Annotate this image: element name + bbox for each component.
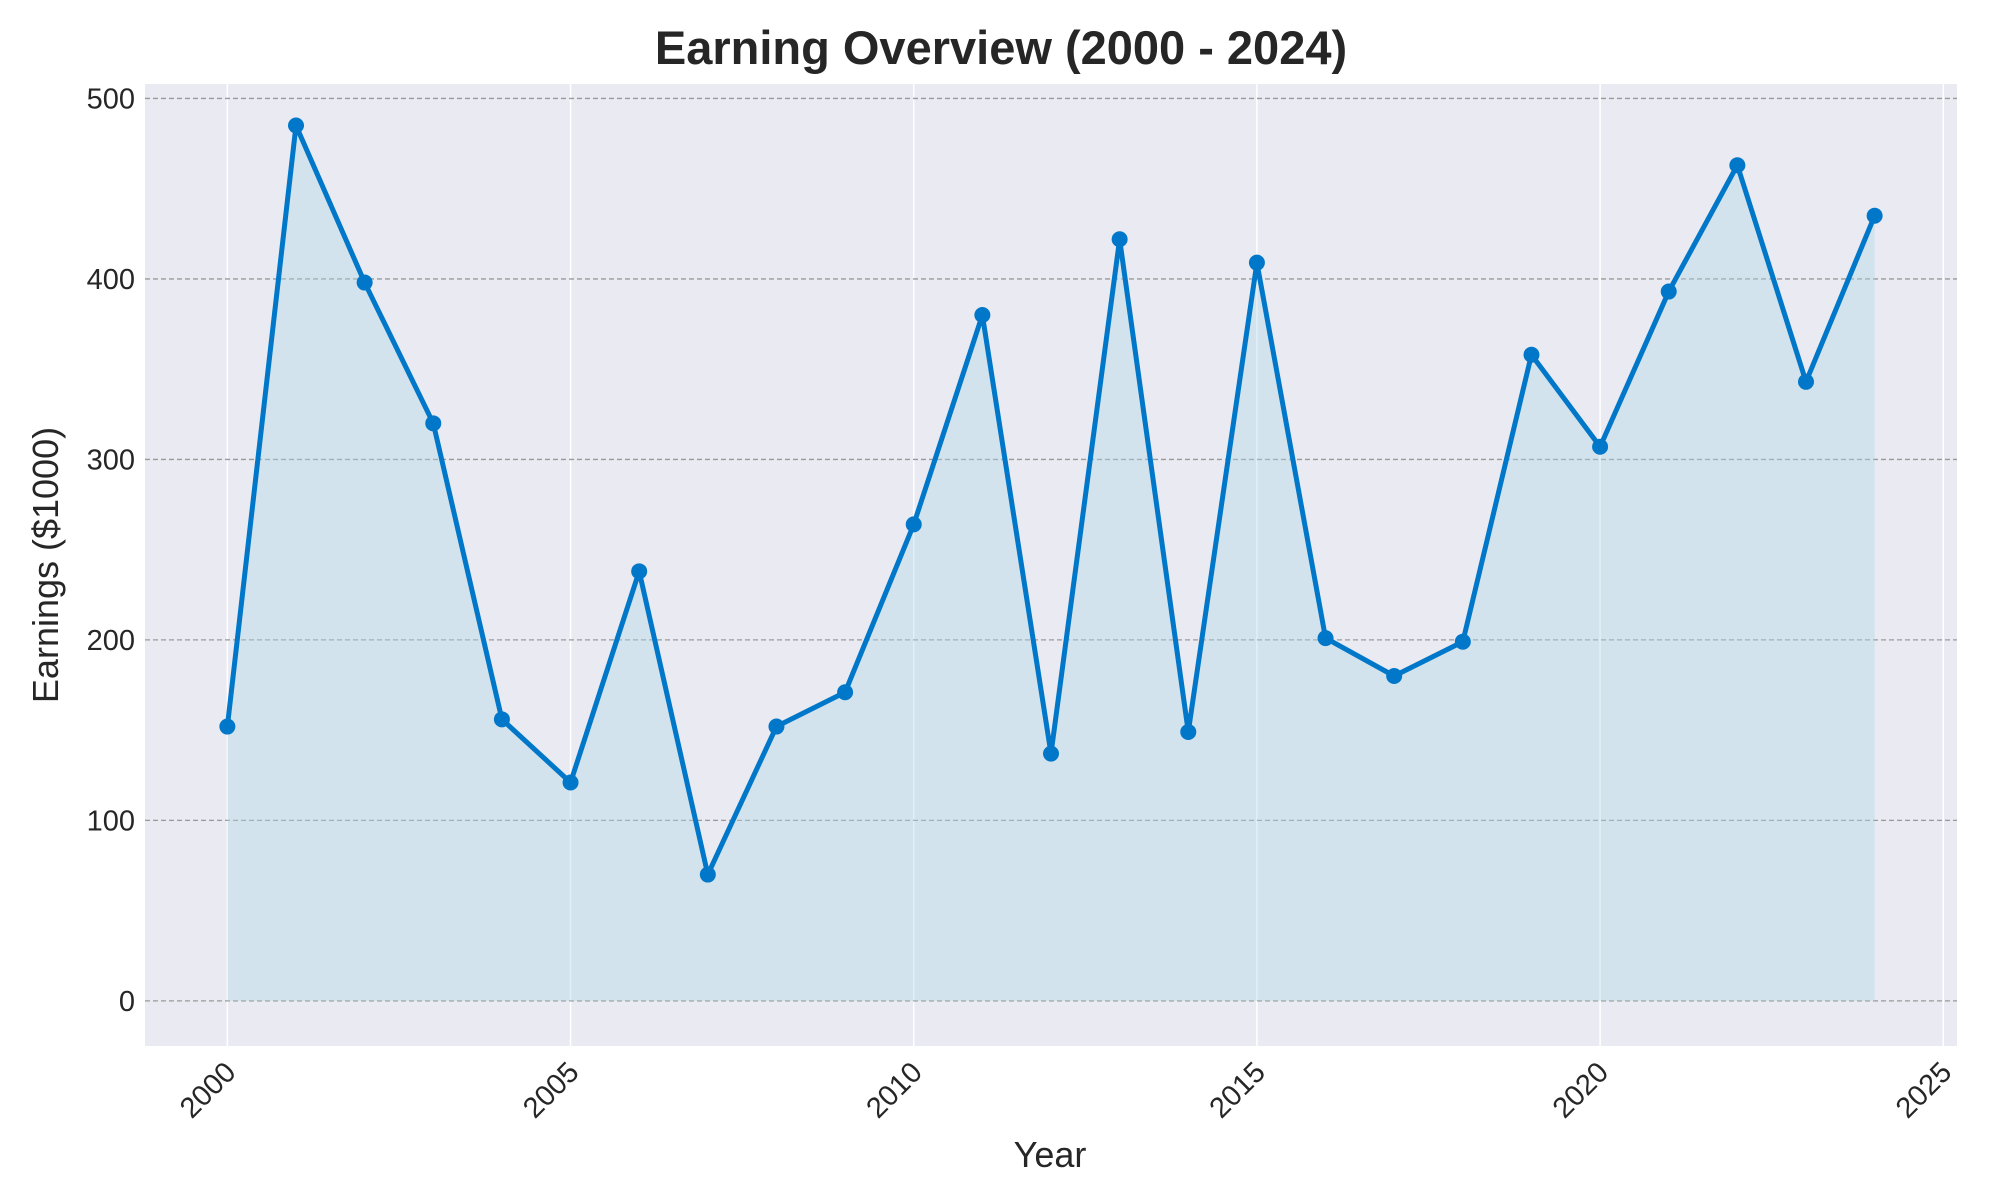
data-point-2019 [1523, 346, 1540, 363]
data-point-2007 [699, 866, 716, 883]
y-tick-label: 200 [87, 625, 135, 657]
data-point-2001 [288, 117, 304, 134]
x-tick-label: 2020 [1547, 1056, 1615, 1124]
data-point-2000 [219, 718, 236, 735]
data-point-2012 [1043, 745, 1059, 762]
plot-area [145, 84, 1957, 1046]
earnings-area-fill [227, 125, 1875, 1001]
x-tick-label: 2010 [860, 1056, 928, 1124]
data-point-2008 [768, 718, 785, 735]
data-point-2016 [1317, 630, 1334, 647]
y-axis-ticks: 0 100 200 300 400 500 [87, 83, 135, 1017]
x-tick-label: 2015 [1204, 1056, 1272, 1124]
y-tick-label: 100 [87, 805, 135, 837]
data-point-2014 [1180, 723, 1197, 740]
data-point-2018 [1454, 633, 1471, 650]
y-axis-label: Earnings ($1000) [25, 427, 66, 703]
data-point-2024 [1866, 207, 1883, 224]
x-axis-label: Year [1014, 1134, 1087, 1175]
y-tick-label: 400 [87, 264, 135, 296]
data-point-2003 [425, 415, 442, 432]
x-tick-label: 2000 [174, 1056, 242, 1124]
vertical-gridlines [226, 84, 1945, 1046]
data-point-2023 [1798, 373, 1814, 390]
chart-title: Earning Overview (2000 - 2024) [655, 21, 1347, 74]
data-point-2013 [1111, 231, 1128, 248]
horizontal-gridlines [145, 97, 1957, 1002]
data-point-2021 [1660, 283, 1677, 300]
data-point-2006 [631, 563, 648, 580]
data-point-2017 [1386, 668, 1403, 684]
x-tick-label: 2005 [517, 1056, 585, 1124]
data-point-2010 [905, 516, 922, 533]
data-point-2022 [1729, 157, 1746, 174]
data-point-2004 [493, 711, 510, 728]
y-tick-label: 500 [87, 83, 135, 115]
data-point-2011 [974, 307, 991, 324]
y-tick-label: 0 [119, 986, 135, 1018]
data-point-markers [219, 117, 1883, 883]
x-tick-label: 2025 [1890, 1056, 1958, 1124]
data-point-2002 [356, 274, 373, 291]
data-point-2020 [1592, 438, 1609, 455]
data-point-2015 [1248, 254, 1265, 271]
data-point-2009 [837, 684, 854, 701]
x-axis-ticks: 2000 2005 2010 2015 2020 2025 [174, 1056, 1958, 1124]
data-point-2005 [562, 774, 579, 791]
y-tick-label: 300 [87, 444, 135, 476]
